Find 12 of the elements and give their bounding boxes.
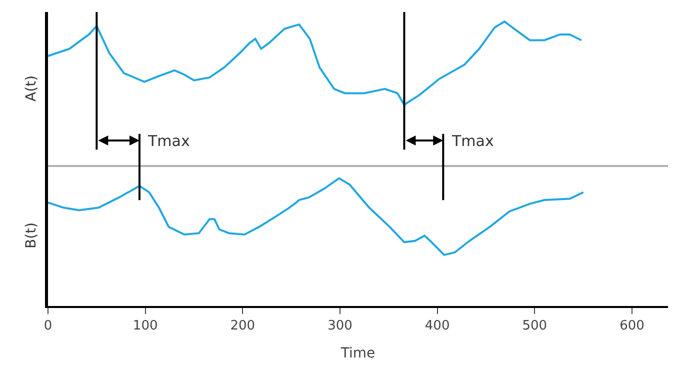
annotation: Tmax — [451, 132, 494, 150]
y-axis-title: B(t) — [24, 222, 40, 248]
y-axis-title: A(t) — [24, 75, 40, 102]
x-tick-label: 300 — [328, 318, 352, 334]
x-tick-label: 0 — [44, 318, 52, 334]
x-axis-title: Time — [340, 345, 376, 362]
x-tick-label: 400 — [424, 318, 450, 334]
x-tick-label: 500 — [522, 318, 548, 334]
x-tick-label: 200 — [230, 318, 256, 334]
annotation: Tmax — [147, 132, 190, 150]
x-tick-label: 100 — [132, 318, 158, 334]
x-tick-label: 600 — [620, 318, 644, 334]
